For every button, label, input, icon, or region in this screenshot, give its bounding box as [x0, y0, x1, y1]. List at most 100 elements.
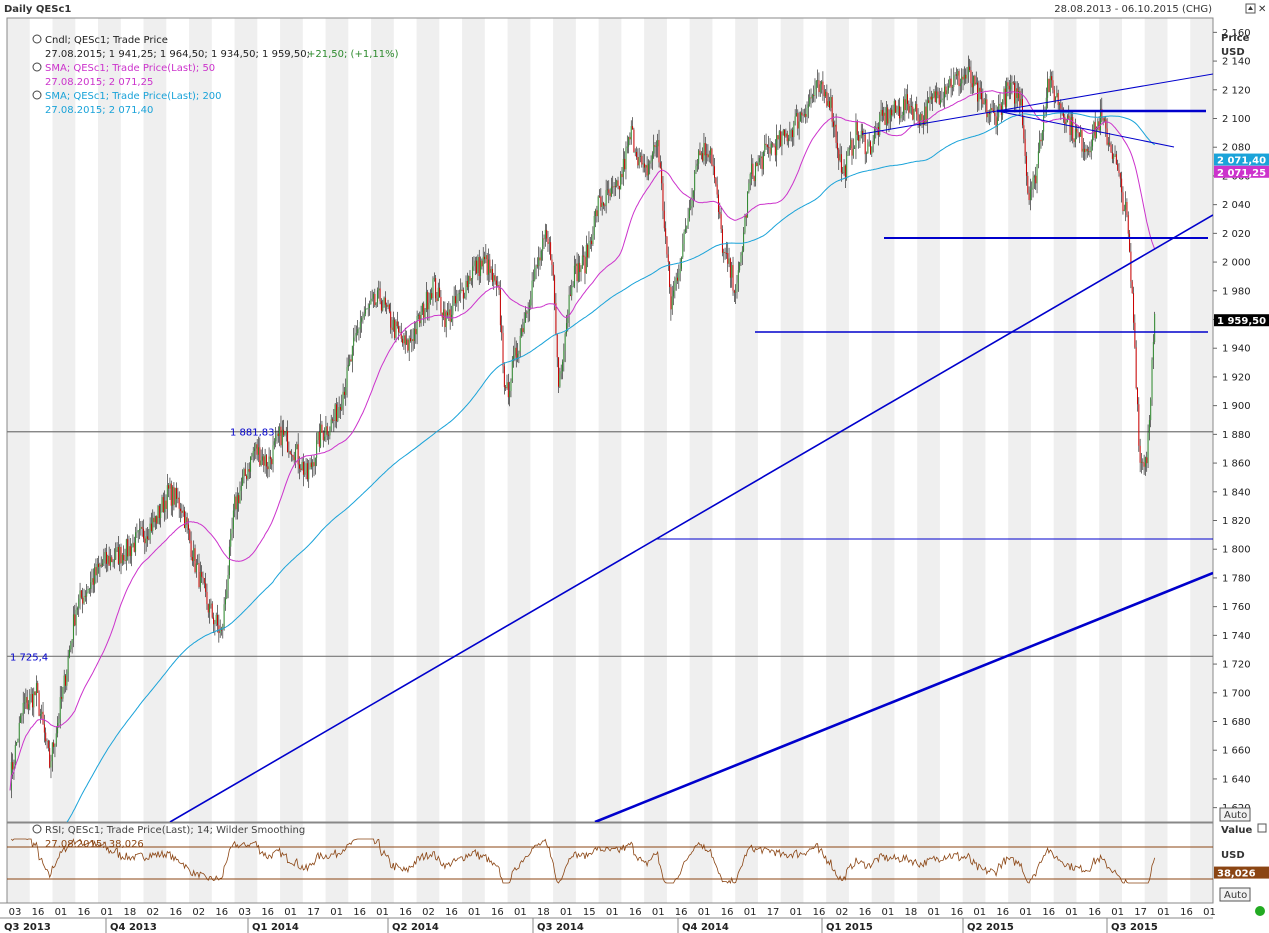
candle-body	[305, 463, 307, 473]
candle-body	[236, 495, 238, 510]
candle-body	[244, 469, 246, 476]
candle-body	[842, 172, 844, 174]
candle-body	[848, 148, 850, 150]
candle-body	[897, 106, 899, 110]
candle-body	[896, 109, 898, 113]
x-day-tick: 17	[307, 907, 320, 918]
candle-body	[206, 591, 208, 605]
chart-toolbar[interactable]: ✕	[1245, 3, 1266, 15]
candle-body	[366, 308, 368, 310]
candle-body	[423, 303, 425, 318]
candle-body	[507, 382, 509, 398]
candle-body	[117, 547, 119, 564]
candle-body	[306, 463, 308, 480]
legend-line2: 27.08.2015; 1 941,25; 1 964,50; 1 934,50…	[45, 49, 310, 60]
candle-body	[43, 724, 45, 733]
candle-body	[622, 158, 624, 178]
candle-body	[399, 332, 401, 333]
candle-body	[165, 500, 167, 509]
candle-body	[673, 290, 675, 297]
price-tag	[1214, 165, 1269, 178]
x-quarter-label: Q3 2014	[537, 922, 584, 933]
candle-body	[675, 277, 677, 283]
candle-body	[558, 357, 560, 387]
y-tick-label: 1 780	[1222, 573, 1251, 584]
candle-body	[751, 163, 753, 175]
x-day-tick: 01	[1065, 907, 1078, 918]
candle-body	[53, 742, 55, 747]
rsi-auto-button[interactable]: Auto	[1219, 887, 1251, 902]
candle-body	[629, 137, 631, 140]
candle-body	[63, 675, 65, 688]
candle-body	[711, 148, 713, 165]
candle-body	[806, 107, 808, 117]
candle-body	[610, 186, 612, 197]
candle-body	[38, 692, 40, 716]
candle-body	[263, 456, 265, 466]
candle-body	[482, 256, 484, 267]
candle-body	[1012, 82, 1014, 84]
candle-body	[910, 106, 912, 107]
candle-body	[1015, 88, 1017, 104]
candle-body	[260, 460, 262, 466]
legend-clock-icon	[32, 34, 42, 44]
candle-body	[372, 293, 374, 299]
candle-body	[452, 303, 454, 315]
candle-body	[39, 714, 41, 716]
candle-body	[1072, 116, 1074, 140]
candle-body	[873, 129, 875, 141]
candle-body	[445, 312, 447, 328]
candle-body	[527, 311, 529, 313]
candle-body	[392, 319, 394, 330]
candle-body	[1117, 164, 1119, 170]
candle-body	[1081, 129, 1083, 152]
rsi-close-icon[interactable]	[1257, 823, 1267, 833]
candle-body	[961, 76, 963, 84]
candle-body	[146, 536, 148, 539]
price-tag-label: 1 959,50	[1217, 316, 1266, 327]
y-tick-label: 1 660	[1222, 746, 1251, 757]
candle-body	[723, 252, 725, 253]
candle-body	[554, 275, 556, 304]
y-tick-label: 2 000	[1222, 258, 1251, 269]
candle-body	[719, 211, 721, 215]
candle-body	[194, 548, 196, 573]
price-auto-button[interactable]: Auto	[1219, 807, 1251, 822]
candle-body	[883, 112, 885, 116]
candle-body	[1102, 118, 1104, 121]
candle-body	[367, 307, 369, 309]
candle-body	[880, 109, 882, 115]
date-range: 28.08.2013 - 06.10.2015 (CHG)	[1054, 4, 1212, 15]
candle-body	[185, 517, 187, 528]
candle-body	[703, 142, 705, 161]
candle-body	[940, 99, 942, 105]
candle-body	[497, 285, 499, 286]
candle-body	[1037, 151, 1039, 165]
x-day-tick: 16	[169, 907, 182, 918]
candle-body	[784, 129, 786, 137]
candle-body	[402, 338, 404, 344]
candle-body	[632, 126, 634, 130]
candle-body	[436, 298, 438, 301]
candle-body	[1033, 175, 1035, 178]
candle-body	[453, 296, 455, 304]
candle-body	[271, 458, 273, 465]
candle-body	[922, 119, 924, 125]
candle-body	[1077, 131, 1079, 134]
close-icon[interactable]: ✕	[1258, 4, 1266, 15]
price-tag	[1214, 314, 1269, 327]
candle-body	[754, 162, 756, 182]
candle-body	[903, 99, 905, 115]
candle-body	[170, 483, 172, 506]
candle-body	[851, 139, 853, 156]
candle-body	[789, 131, 791, 139]
candle-body	[1101, 108, 1103, 119]
price-axis-unit: USD	[1221, 47, 1245, 58]
candle-body	[476, 260, 478, 274]
candle-body	[227, 575, 229, 591]
candle-body	[714, 166, 716, 178]
candle-body	[532, 280, 534, 281]
candle-body	[700, 153, 702, 156]
candle-body	[490, 269, 492, 273]
candle-body	[555, 303, 557, 335]
